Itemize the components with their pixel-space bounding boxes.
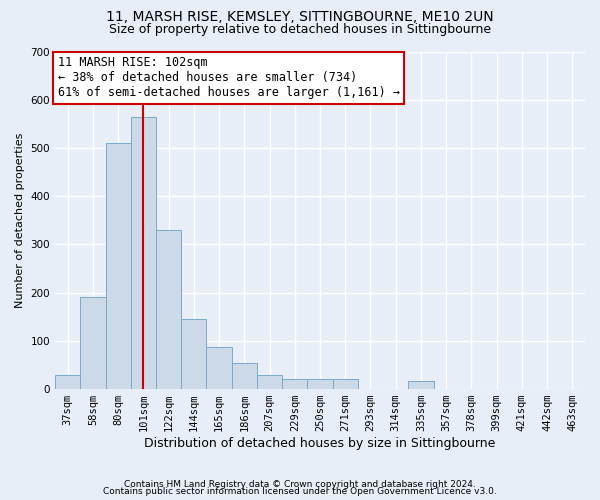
Bar <box>156 230 181 389</box>
Bar <box>206 346 232 389</box>
Bar <box>332 380 358 389</box>
Bar <box>409 381 434 389</box>
Bar <box>131 116 156 389</box>
Text: Contains public sector information licensed under the Open Government Licence v3: Contains public sector information licen… <box>103 487 497 496</box>
Text: Size of property relative to detached houses in Sittingbourne: Size of property relative to detached ho… <box>109 22 491 36</box>
Y-axis label: Number of detached properties: Number of detached properties <box>15 132 25 308</box>
Bar <box>257 374 282 389</box>
Bar <box>55 374 80 389</box>
Bar <box>80 298 106 389</box>
Bar <box>181 319 206 389</box>
X-axis label: Distribution of detached houses by size in Sittingbourne: Distribution of detached houses by size … <box>145 437 496 450</box>
Bar <box>106 143 131 389</box>
Bar <box>282 380 307 389</box>
Bar <box>232 362 257 389</box>
Text: 11, MARSH RISE, KEMSLEY, SITTINGBOURNE, ME10 2UN: 11, MARSH RISE, KEMSLEY, SITTINGBOURNE, … <box>106 10 494 24</box>
Bar <box>307 380 332 389</box>
Text: 11 MARSH RISE: 102sqm
← 38% of detached houses are smaller (734)
61% of semi-det: 11 MARSH RISE: 102sqm ← 38% of detached … <box>58 56 400 100</box>
Text: Contains HM Land Registry data © Crown copyright and database right 2024.: Contains HM Land Registry data © Crown c… <box>124 480 476 489</box>
